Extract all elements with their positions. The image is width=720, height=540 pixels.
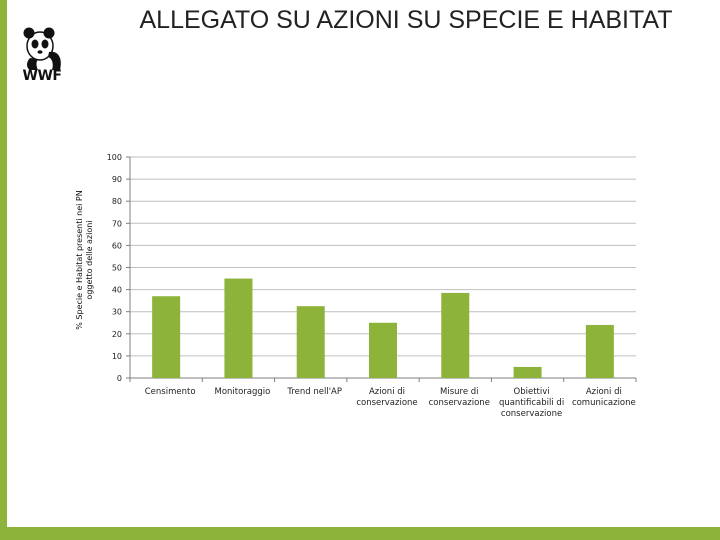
x-tick-label: Azioni di conservazione [356,387,417,408]
wwf-logo: WWF [18,24,66,86]
y-tick-label: 60 [112,241,122,250]
y-tick-label: 20 [112,330,122,339]
x-tick-label: Azioni di comunicazione [572,387,636,408]
y-tick-label: 70 [112,219,122,228]
y-tick-label: 30 [112,308,122,317]
bar [296,306,325,378]
y-tick-label: 40 [112,286,122,295]
page-title: ALLEGATO SU AZIONI SU SPECIE E HABITAT [139,6,673,34]
y-tick-label: 100 [107,153,122,162]
y-tick-label: 50 [112,264,122,273]
bar [513,366,542,378]
y-tick-label: 90 [112,175,122,184]
x-tick-label: Censimento [145,387,196,397]
bar [441,292,470,378]
y-tick-label: 80 [112,197,122,206]
bottom-accent-bar [0,527,720,540]
x-tick-label: Monitoraggio [214,387,270,397]
bar [224,278,253,378]
y-tick-label: 0 [117,374,122,383]
x-tick-label: Obiettivi quantificabili di conservazione [499,387,564,419]
wwf-logo-text: WWF [22,68,62,84]
x-tick-label: Trend nell'AP [286,387,342,397]
panda-logo-icon [23,27,61,70]
bar [369,322,397,378]
bar [585,324,614,378]
left-accent-bar [0,0,7,540]
y-tick-label: 10 [112,352,122,361]
x-tick-label: Misure di conservazione [429,387,490,408]
bar [152,296,181,378]
